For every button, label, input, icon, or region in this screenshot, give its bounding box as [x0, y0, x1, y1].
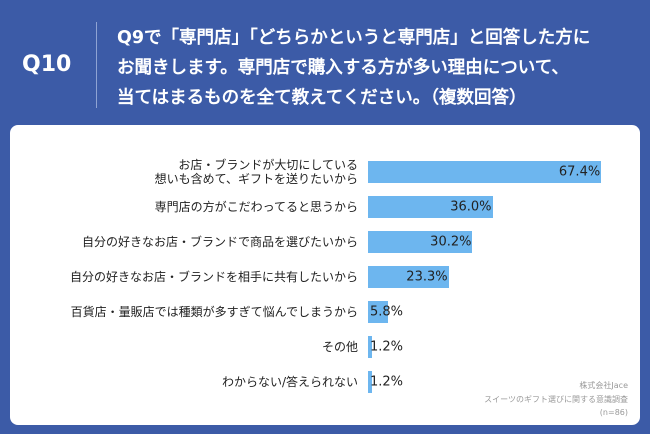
category-label: その他	[321, 340, 358, 354]
source: スイーツのギフト選びに関する意識調査	[484, 395, 628, 404]
value-label: 5.8%	[370, 304, 404, 320]
category-label: お店・ブランドが大切にしている 想いも含めて、ギフトを送りたいから	[154, 158, 358, 186]
category-label: わからない/答えられない	[221, 375, 358, 389]
value-label: 1.2%	[370, 374, 404, 390]
bar	[368, 231, 473, 253]
bar	[368, 301, 389, 323]
bar	[368, 336, 373, 358]
category-label: 百貨店・量販店では種類が多すぎて悩んでしまうから	[70, 305, 358, 319]
category-label: 自分の好きなお店・ブランドで商品を選びたいから	[81, 235, 358, 249]
source: (n=86)	[599, 408, 628, 417]
value-label: 30.2%	[430, 234, 472, 250]
value-label: 67.4%	[558, 164, 601, 180]
source: 株式会社Jace	[579, 381, 628, 390]
question-number: Q10	[22, 52, 72, 77]
question-line: お聞きします。専門店で購入する方が多い理由について、	[117, 58, 569, 78]
logo: リサピー	[30, 407, 86, 423]
value-label: 1.2%	[370, 339, 404, 355]
value-label: 36.0%	[450, 199, 492, 215]
value-label: 23.3%	[406, 269, 448, 285]
bar	[368, 161, 602, 183]
bar	[368, 266, 449, 288]
divider	[96, 22, 97, 108]
category-label: 自分の好きなお店・ブランドを相手に共有したいから	[69, 270, 358, 284]
question-line: Q9で「専門店」「どちらかというと専門店」と回答した方に	[117, 28, 591, 48]
bar	[368, 196, 493, 218]
category-label: 専門店の方がこだわってると思うから	[154, 200, 358, 214]
question-line: 当てはまるものを全て教えてください。（複数回答）	[117, 88, 527, 108]
logo-icon	[12, 405, 28, 421]
bar	[368, 371, 373, 393]
